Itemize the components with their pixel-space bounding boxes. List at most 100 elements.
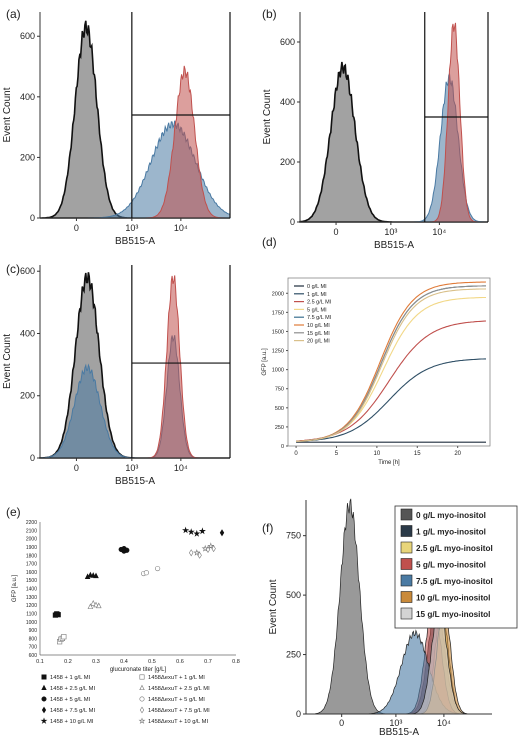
legend-marker — [139, 696, 145, 702]
x-tick-label: 0.1 — [36, 659, 44, 665]
y-axis-label: GFP [a.u.] — [262, 348, 268, 376]
x-tick-label: 5 — [335, 451, 339, 457]
y-tick-label: 200 — [280, 157, 295, 167]
legend-label: 15 g/L myo-inositol — [416, 610, 490, 619]
y-tick-label: 750 — [286, 531, 301, 541]
legend-label: 10 g/L MI — [307, 323, 330, 329]
legend-swatch — [400, 591, 413, 603]
x-tick-label: 10⁴ — [432, 227, 446, 237]
line-series-7 — [296, 288, 487, 442]
y-axis-label: Event Count — [2, 87, 13, 142]
x-tick-label: 10 — [374, 451, 381, 457]
panel-e: (e) 600 700 800 900 1000 1100 1200 1300 1400 1500 1… — [6, 505, 240, 725]
scatter-point — [198, 527, 206, 535]
legend-label: 15 g/L MI — [307, 331, 330, 337]
x-tick-label: 0.8 — [232, 659, 240, 665]
x-tick-label: 0.4 — [120, 659, 128, 665]
legend-box — [394, 505, 518, 629]
y-tick-label: 1200 — [26, 603, 37, 609]
y-tick-label: 1000 — [272, 368, 284, 374]
legend-swatch — [400, 508, 413, 521]
x-tick-label: 0.2 — [64, 659, 72, 665]
y-axis-label: GFP [a.u.] — [12, 575, 18, 603]
scatter-point — [96, 602, 102, 609]
line-series-1 — [296, 358, 486, 442]
y-tick-label: 1900 — [26, 545, 37, 551]
panel-letter: (f) — [262, 521, 273, 535]
y-tick-label: 2200 — [26, 520, 37, 526]
line-series-5 — [296, 281, 487, 442]
legend-swatch — [400, 541, 413, 554]
scatter-point — [193, 529, 201, 537]
x-axis-label: BB515-A — [115, 476, 155, 487]
x-tick-label: 0.6 — [176, 659, 184, 665]
y-tick-label: 600 — [280, 37, 295, 47]
x-tick-label: 10³ — [389, 718, 402, 728]
x-axis-label: BB515-A — [374, 240, 414, 251]
y-tick-label: 1100 — [26, 611, 37, 617]
legend-label: 1458ΔexuT + 1 g/L MI — [148, 675, 205, 681]
y-tick-label: 2100 — [26, 528, 37, 534]
scatter-point — [54, 611, 60, 617]
legend-label: 1458 + 7.5 g/L MI — [50, 708, 95, 714]
y-tick-label: 2000 — [272, 291, 284, 297]
x-axis-label: glucuronate titer [g/L] — [110, 667, 167, 673]
x-tick-label: 0 — [339, 718, 344, 728]
scatter-point — [187, 528, 195, 536]
y-tick-label: 0 — [30, 453, 35, 463]
y-tick-label: 200 — [20, 152, 35, 162]
legend-label: 1458 + 2.5 g/L MI — [50, 686, 95, 692]
x-tick-label: 10³ — [125, 223, 138, 233]
y-tick-label: 1700 — [26, 562, 37, 568]
y-tick-label: 1750 — [272, 310, 284, 316]
legend-label: 1 g/L myo-inositol — [416, 528, 486, 537]
y-tick-label: 600 — [20, 31, 35, 41]
x-tick-label: 0 — [74, 463, 79, 473]
legend-label: 1458ΔexuT + 5 g/L MI — [148, 697, 205, 703]
y-tick-label: 1250 — [272, 349, 284, 355]
x-tick-label: 0 — [334, 227, 339, 237]
legend-marker — [41, 706, 47, 714]
panel-letter: (a) — [6, 7, 21, 21]
x-tick-label: 0.5 — [148, 659, 156, 665]
y-tick-label: 900 — [29, 628, 38, 634]
y-tick-label: 200 — [20, 391, 35, 401]
legend-marker — [41, 684, 47, 691]
y-tick-label: 1800 — [26, 553, 37, 559]
y-tick-label: 600 — [20, 266, 35, 276]
legend-label: 1458 + 1 g/L MI — [50, 675, 91, 681]
scatter-point — [61, 634, 67, 640]
x-tick-label: 0.7 — [204, 659, 212, 665]
y-tick-label: 500 — [286, 590, 301, 600]
legend-label: 7.5 g/L MI — [307, 315, 332, 321]
panel-1: (b) 0 10³ 10⁴ 0 200 400 600 BB515-A Event Count — [262, 7, 489, 251]
y-tick-label: 0 — [290, 217, 295, 227]
legend-marker — [139, 674, 145, 680]
y-tick-label: 2000 — [26, 537, 37, 543]
y-tick-label: 700 — [29, 645, 38, 651]
legend-marker — [139, 706, 145, 714]
y-tick-label: 1500 — [26, 578, 37, 584]
scatter-point — [121, 548, 127, 554]
y-axis-label: Event Count — [262, 89, 273, 144]
panel-letter: (c) — [6, 262, 20, 276]
panel-letter: (e) — [6, 505, 21, 519]
legend-label: 1458 + 5 g/L MI — [50, 697, 91, 703]
y-tick-label: 250 — [286, 650, 301, 660]
scatter-point — [87, 603, 94, 609]
legend-label: 5 g/L myo-inositol — [416, 561, 486, 570]
plot-frame — [287, 277, 491, 447]
x-tick-label: 10⁴ — [174, 223, 188, 233]
panel-d: (d) 0 250 500 750 1000 1250 1500 1750 2000 0 5 10 15 2… — [262, 235, 491, 466]
y-tick-label: 0 — [281, 444, 284, 450]
y-axis-label: Event Count — [2, 334, 13, 389]
y-tick-label: 1000 — [26, 620, 37, 626]
legend-swatch — [400, 525, 413, 537]
legend-label: 1458ΔexuT + 10 g/L MI — [148, 719, 208, 725]
y-tick-label: 1500 — [272, 329, 284, 335]
y-tick-label: 400 — [20, 328, 35, 338]
y-tick-label: 400 — [20, 92, 35, 102]
scatter-point — [189, 549, 194, 557]
x-tick-label: 10⁴ — [437, 718, 451, 728]
legend-label: 5 g/L MI — [307, 307, 327, 313]
